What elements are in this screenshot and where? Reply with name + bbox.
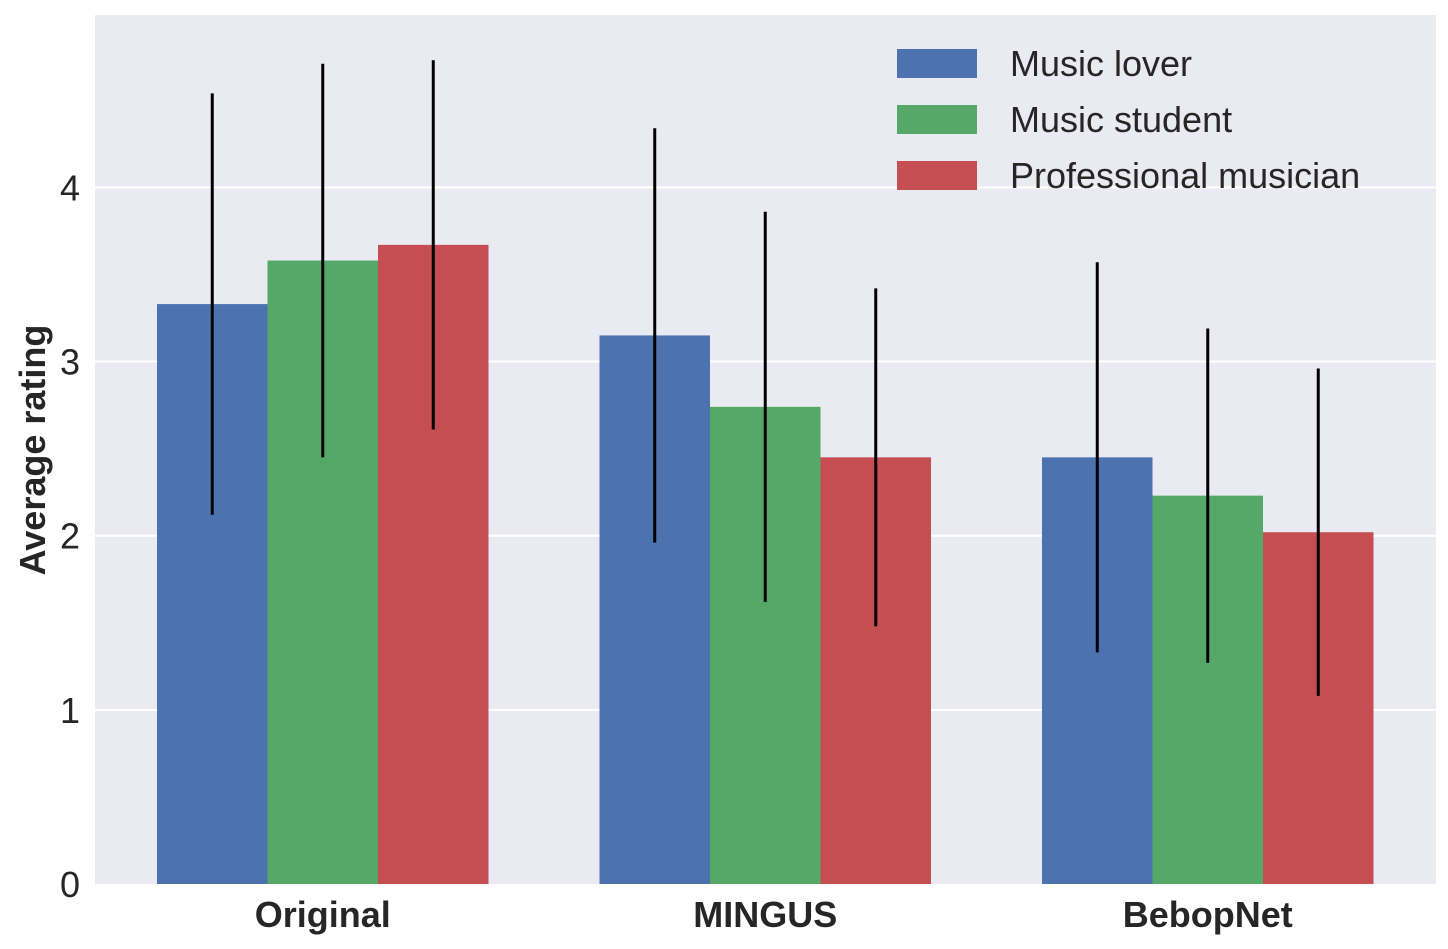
y-tick-label: 1 (60, 690, 80, 731)
y-axis-title: Average rating (12, 325, 53, 576)
legend-swatch (897, 49, 977, 78)
x-tick-labels: Original MINGUS BebopNet (255, 894, 1293, 935)
error-bars (210, 60, 1320, 696)
x-tick-label: Original (255, 894, 391, 935)
legend-label: Music lover (1010, 43, 1192, 84)
legend: Music lover Music student Professional mus… (897, 43, 1360, 196)
y-tick-label: 3 (60, 342, 80, 383)
legend-label: Music student (1010, 99, 1232, 140)
legend-swatch (897, 105, 977, 134)
y-tick-label: 4 (60, 167, 80, 208)
legend-swatch (897, 161, 977, 190)
legend-label: Professional musician (1010, 155, 1360, 196)
x-tick-label: MINGUS (693, 894, 837, 935)
x-tick-label: BebopNet (1123, 894, 1293, 935)
y-tick-label: 0 (60, 864, 80, 905)
y-tick-label: 2 (60, 516, 80, 557)
y-tick-labels: 0 1 2 3 4 (60, 167, 80, 905)
